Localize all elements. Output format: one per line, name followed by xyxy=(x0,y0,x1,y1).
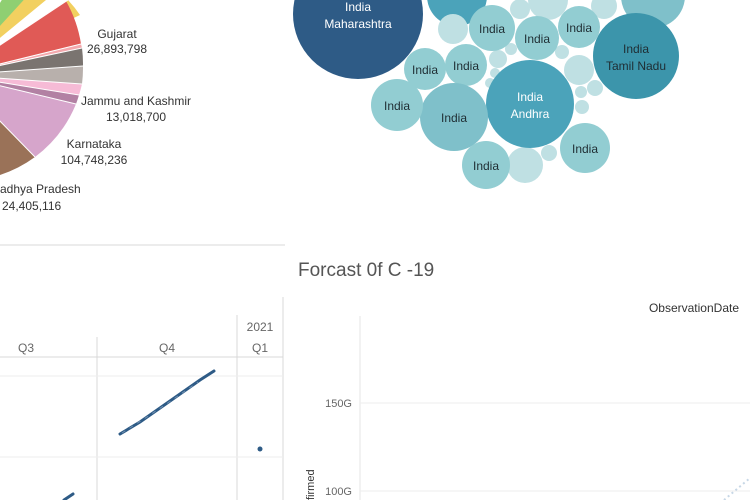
bubble[interactable] xyxy=(489,50,507,68)
pie-label-value: 26,893,798 xyxy=(87,42,147,56)
bubble-label-country: India xyxy=(453,59,479,73)
bubble[interactable] xyxy=(371,79,423,131)
bubble[interactable] xyxy=(505,43,517,55)
forecast-chart: ObservationDate 150G 100G firmed xyxy=(305,301,750,500)
bubble-label-country: India xyxy=(517,90,543,104)
y-axis-title: firmed xyxy=(305,469,317,500)
bubble-label-state: Tamil Nadu xyxy=(606,59,666,73)
pie-slice[interactable] xyxy=(0,44,82,75)
pie-label-state: Karnataka xyxy=(67,137,122,151)
pie-chart: Gujarat 26,893,798 Jammu and Kashmir 13,… xyxy=(0,0,191,213)
bubble-label-country: India xyxy=(384,99,410,113)
pie-slice[interactable] xyxy=(0,75,76,157)
series-line[interactable] xyxy=(62,492,75,500)
bubble[interactable] xyxy=(462,141,510,189)
pie-label-state: Gujarat xyxy=(97,27,137,41)
series-point[interactable] xyxy=(257,446,263,452)
bubble-label-state: Andhra xyxy=(511,107,550,121)
pie-slice[interactable] xyxy=(0,75,79,104)
bubble-label-country: India xyxy=(566,21,592,35)
year-label: 2021 xyxy=(247,320,274,334)
bubble[interactable] xyxy=(507,147,543,183)
bubble[interactable] xyxy=(445,44,487,86)
bubble[interactable] xyxy=(575,100,589,114)
bubble[interactable] xyxy=(293,0,423,79)
bubble-label-country: India xyxy=(572,142,598,156)
pie-label-value: 13,018,700 xyxy=(106,110,166,124)
pie-slice[interactable] xyxy=(0,0,31,75)
bubble-label-country: India xyxy=(441,111,467,125)
bubble-label-state: Maharashtra xyxy=(324,17,392,31)
pie-slice[interactable] xyxy=(0,48,84,75)
forecast-line[interactable] xyxy=(723,477,750,500)
y-tick-label: 100G xyxy=(325,486,352,498)
bubble[interactable] xyxy=(591,0,617,19)
line-chart: 2021 Q3 Q4 Q1 xyxy=(0,297,284,500)
bubble[interactable] xyxy=(420,83,488,151)
bubble[interactable] xyxy=(564,55,594,85)
bubble[interactable] xyxy=(510,0,530,19)
bubble-chart: India Maharashtra India Tamil Nadu India… xyxy=(293,0,685,189)
pie-label-value: 24,405,116 xyxy=(2,199,61,213)
forecast-chart-title: Forcast 0f C -19 xyxy=(298,260,435,281)
bubble[interactable] xyxy=(575,86,587,98)
series-line-overlay xyxy=(121,381,199,434)
bubble[interactable] xyxy=(469,5,515,51)
bubble-label-country: India xyxy=(524,32,550,46)
pie-label-state: Jammu and Kashmir xyxy=(81,94,191,108)
bubble-label-country: India xyxy=(479,22,505,36)
bubble[interactable] xyxy=(404,48,446,90)
bubble[interactable] xyxy=(541,145,557,161)
bubble-label-country: India xyxy=(473,159,499,173)
pie-slice[interactable] xyxy=(0,75,82,95)
pie-slice[interactable] xyxy=(0,75,35,175)
quarter-label: Q4 xyxy=(159,341,175,355)
y-tick-label: 150G xyxy=(325,398,352,410)
series-line[interactable] xyxy=(118,369,216,436)
bubble[interactable] xyxy=(555,45,569,59)
pie-slice[interactable] xyxy=(0,1,81,75)
pie-label-state: adhya Pradesh xyxy=(0,182,81,196)
bubble[interactable] xyxy=(560,123,610,173)
bubble[interactable] xyxy=(515,16,559,60)
pie-label-value: 104,748,236 xyxy=(61,153,128,167)
bubble[interactable] xyxy=(528,0,568,20)
bubble[interactable] xyxy=(486,60,574,148)
quarter-label: Q3 xyxy=(18,341,34,355)
bubble-label-country: India xyxy=(345,0,371,14)
bubble-label-country: India xyxy=(623,42,649,56)
column-header: ObservationDate xyxy=(649,301,739,315)
quarter-label: Q1 xyxy=(252,341,268,355)
bubble[interactable] xyxy=(587,80,603,96)
bubble[interactable] xyxy=(558,6,600,48)
bubble-label-country: India xyxy=(412,63,438,77)
bubble[interactable] xyxy=(438,14,468,44)
bubble[interactable] xyxy=(593,13,679,99)
